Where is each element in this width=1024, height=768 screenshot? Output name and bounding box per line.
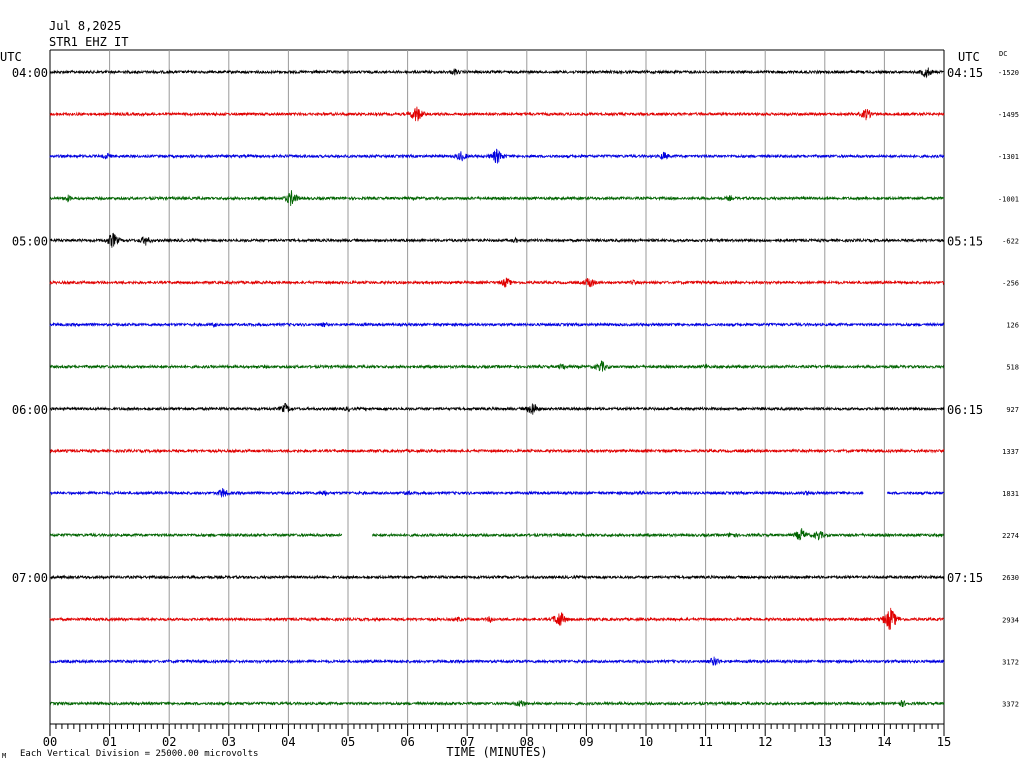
x-tick-label: 11 — [698, 735, 712, 749]
x-tick-label: 15 — [937, 735, 951, 749]
x-axis-label: TIME (MINUTES) — [446, 745, 547, 759]
dc-value: -256 — [1002, 280, 1019, 288]
corner-mark: M — [2, 752, 7, 760]
x-tick-label: 13 — [818, 735, 832, 749]
dc-value: 518 — [1006, 364, 1019, 372]
trace-line — [49, 277, 945, 289]
trace-line — [49, 190, 945, 207]
dc-value: 2934 — [1002, 616, 1019, 624]
trace-line — [49, 487, 945, 498]
trace-line — [49, 360, 945, 372]
trace-line — [49, 448, 945, 454]
trace-line — [49, 656, 945, 666]
plot-date: Jul 8,2025 — [49, 19, 122, 33]
x-tick-label: 10 — [639, 735, 653, 749]
dc-value: 2630 — [1002, 574, 1019, 582]
trace-line — [49, 321, 945, 328]
dc-label: DC — [999, 50, 1007, 58]
left-time-label: 07:00 — [12, 571, 48, 585]
x-tick-label: 04 — [281, 735, 295, 749]
dc-value: 1831 — [1002, 490, 1019, 498]
x-tick-label: 06 — [400, 735, 414, 749]
x-tick-label: 00 — [43, 735, 57, 749]
left-time-label: 06:00 — [12, 403, 48, 417]
station-label: STR1 EHZ IT — [49, 35, 129, 49]
dc-value: -1520 — [998, 69, 1019, 77]
dc-value: 3372 — [1002, 701, 1019, 709]
dc-value: 2274 — [1002, 532, 1019, 540]
trace-layer — [49, 67, 945, 708]
trace-line — [49, 699, 945, 708]
grid-layer — [49, 49, 945, 736]
trace-line — [49, 574, 945, 581]
right-time-label: 07:15 — [947, 571, 983, 585]
trace-line — [49, 607, 945, 630]
label-layer: 00 01 02 03 04 05 06 07 08 09 10 11 12 13 14 15 TIME (MI… — [0, 50, 1019, 759]
right-utc-label: UTC — [958, 50, 980, 64]
x-tick-label: 01 — [102, 735, 116, 749]
dc-value: -1495 — [998, 111, 1019, 119]
x-tick-label: 05 — [341, 735, 355, 749]
left-time-label: 04:00 — [12, 66, 48, 80]
right-time-label: 06:15 — [947, 403, 983, 417]
division-note: Each Vertical Division = 25000.00 microv… — [20, 749, 259, 759]
trace-line — [49, 67, 945, 79]
trace-line — [49, 402, 945, 415]
dc-value: 126 — [1006, 322, 1019, 330]
x-tick-label: 07 — [460, 735, 474, 749]
right-time-label: 05:15 — [947, 234, 983, 248]
x-tick-label: 14 — [877, 735, 891, 749]
dc-value: -1301 — [998, 153, 1019, 161]
x-tick-label: 02 — [162, 735, 176, 749]
left-utc-label: UTC — [0, 50, 22, 64]
dc-value: 1337 — [1002, 448, 1019, 456]
dc-value: 927 — [1006, 406, 1019, 414]
dc-value: 3172 — [1002, 658, 1019, 666]
trace-line — [49, 148, 945, 164]
right-time-label: 04:15 — [947, 66, 983, 80]
dc-value: -1001 — [998, 195, 1019, 203]
x-tick-label: 09 — [579, 735, 593, 749]
x-tick-label: 03 — [222, 735, 236, 749]
left-time-label: 05:00 — [12, 234, 48, 248]
trace-line — [49, 232, 945, 248]
dc-value: -622 — [1002, 237, 1019, 245]
trace-line — [49, 528, 945, 541]
x-tick-label: 12 — [758, 735, 772, 749]
x-tick-label: 08 — [520, 735, 534, 749]
trace-line — [49, 106, 945, 122]
